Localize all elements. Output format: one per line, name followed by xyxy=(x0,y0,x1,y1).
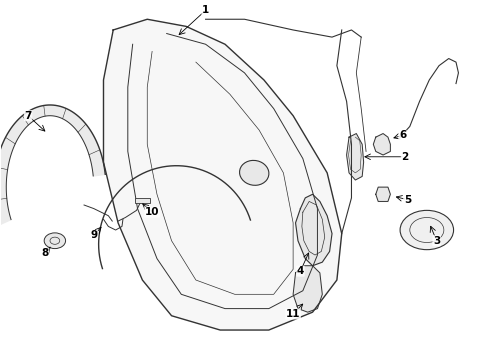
Text: 2: 2 xyxy=(401,152,408,162)
Polygon shape xyxy=(372,134,389,155)
Bar xyxy=(135,198,149,203)
Text: 9: 9 xyxy=(90,230,97,240)
Ellipse shape xyxy=(239,161,268,185)
Text: 7: 7 xyxy=(24,111,32,121)
Circle shape xyxy=(44,233,65,249)
Polygon shape xyxy=(295,194,331,266)
Text: 5: 5 xyxy=(403,195,410,204)
Polygon shape xyxy=(103,19,341,330)
Polygon shape xyxy=(292,266,322,312)
Text: 3: 3 xyxy=(432,236,439,246)
Text: 1: 1 xyxy=(202,5,209,15)
Text: 4: 4 xyxy=(296,266,304,276)
Text: 6: 6 xyxy=(398,130,406,140)
Text: 11: 11 xyxy=(285,309,300,319)
Circle shape xyxy=(399,210,453,249)
Polygon shape xyxy=(375,187,389,202)
Polygon shape xyxy=(346,134,363,180)
Text: 10: 10 xyxy=(144,207,159,217)
Polygon shape xyxy=(0,105,105,224)
Text: 8: 8 xyxy=(41,248,49,258)
